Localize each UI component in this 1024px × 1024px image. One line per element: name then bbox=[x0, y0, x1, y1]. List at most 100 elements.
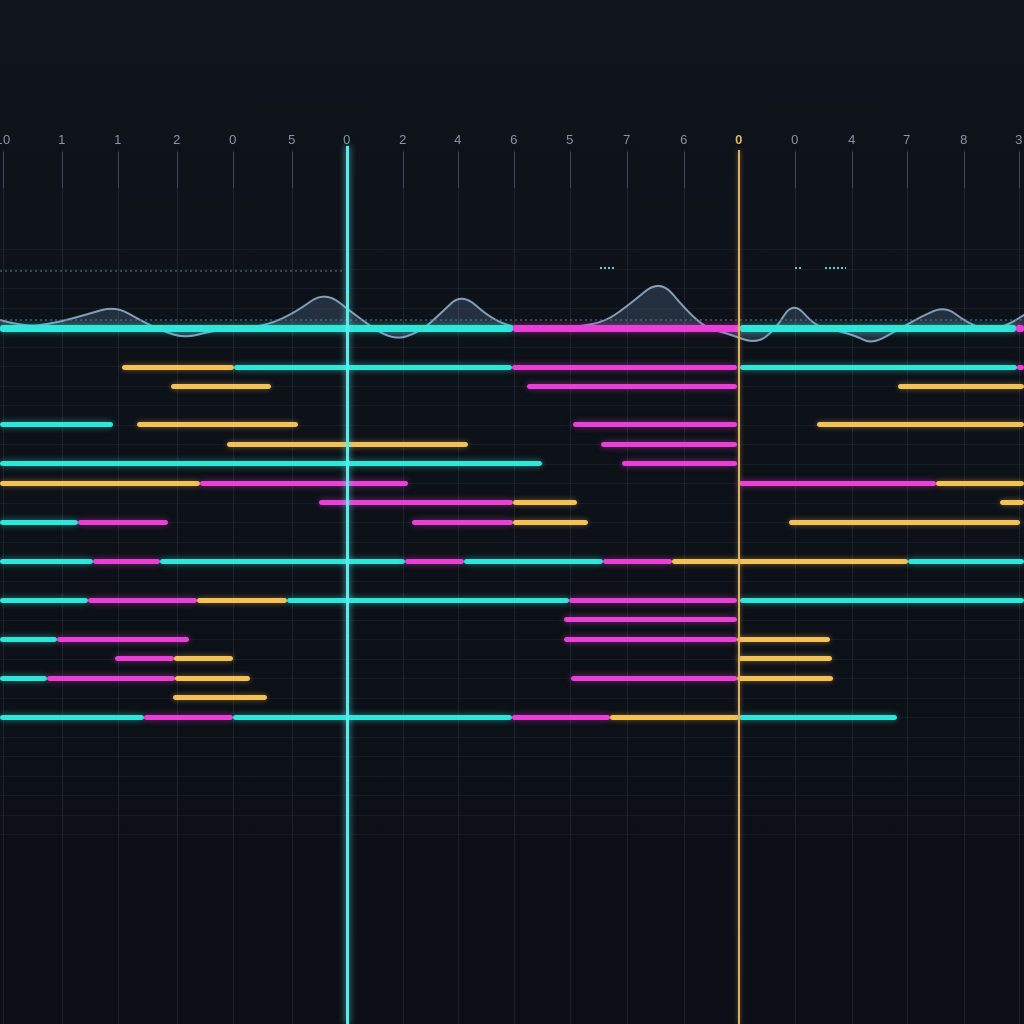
ruler-tick-label: 2 bbox=[399, 132, 407, 147]
grid-row-line bbox=[0, 697, 1024, 699]
note-bar[interactable] bbox=[0, 480, 200, 486]
ruler-tick-label: 0 bbox=[343, 132, 351, 147]
note-bar[interactable] bbox=[464, 558, 603, 564]
note-bar[interactable] bbox=[789, 519, 1020, 525]
note-bar[interactable] bbox=[737, 636, 830, 642]
note-bar[interactable] bbox=[412, 519, 513, 525]
note-bar[interactable] bbox=[174, 655, 233, 661]
ruler-tick bbox=[62, 152, 63, 188]
grid-row-line bbox=[0, 619, 1024, 621]
grid-row-line bbox=[0, 385, 1024, 387]
note-bar[interactable] bbox=[115, 655, 174, 661]
grid-row-line bbox=[0, 405, 1024, 406]
grid-row-line bbox=[0, 249, 1024, 250]
ruler-tick-label: 4 bbox=[454, 132, 462, 147]
note-bar[interactable] bbox=[0, 519, 78, 525]
note-bar[interactable] bbox=[175, 675, 250, 681]
note-bar[interactable] bbox=[513, 499, 577, 505]
note-bar[interactable] bbox=[569, 597, 737, 603]
note-bar[interactable] bbox=[0, 636, 57, 642]
note-bar[interactable] bbox=[1016, 324, 1024, 332]
ruler-tick-label: 10 bbox=[0, 132, 11, 147]
note-bar[interactable] bbox=[144, 714, 233, 720]
note-bar[interactable] bbox=[513, 324, 740, 332]
ruler-tick bbox=[514, 152, 515, 188]
note-bar[interactable] bbox=[601, 441, 737, 447]
note-bar[interactable] bbox=[405, 558, 464, 564]
note-bar[interactable] bbox=[319, 499, 513, 505]
note-bar[interactable] bbox=[737, 675, 833, 681]
note-bar[interactable] bbox=[622, 460, 737, 466]
note-bar[interactable] bbox=[200, 480, 408, 486]
grid-row-line bbox=[0, 307, 1024, 309]
ruler-tick bbox=[570, 152, 571, 188]
ruler-tick-label: 6 bbox=[510, 132, 518, 147]
note-bar[interactable] bbox=[740, 597, 1024, 603]
grid-column-line bbox=[177, 150, 178, 1024]
marker-line[interactable] bbox=[738, 150, 740, 1024]
note-bar[interactable] bbox=[1017, 364, 1024, 370]
note-bar[interactable] bbox=[610, 714, 739, 720]
note-bar[interactable] bbox=[817, 421, 1024, 427]
note-bar[interactable] bbox=[197, 597, 287, 603]
note-bar[interactable] bbox=[78, 519, 168, 525]
ruler-tick bbox=[907, 152, 908, 188]
note-bar[interactable] bbox=[171, 383, 271, 389]
note-bar[interactable] bbox=[527, 383, 737, 389]
note-bar[interactable] bbox=[137, 421, 298, 427]
note-bar[interactable] bbox=[88, 597, 197, 603]
note-bar[interactable] bbox=[233, 714, 512, 720]
note-bar[interactable] bbox=[47, 675, 175, 681]
note-bar[interactable] bbox=[936, 480, 1024, 486]
note-bar[interactable] bbox=[0, 324, 513, 332]
ruler-tick-label: 0 bbox=[735, 132, 743, 147]
note-bar[interactable] bbox=[513, 519, 588, 525]
note-bar[interactable] bbox=[739, 714, 897, 720]
note-bar[interactable] bbox=[234, 364, 512, 370]
ruler-tick-label: 4 bbox=[848, 132, 856, 147]
note-bar[interactable] bbox=[0, 675, 47, 681]
note-bar[interactable] bbox=[1000, 499, 1024, 505]
note-bar[interactable] bbox=[564, 636, 737, 642]
note-bar[interactable] bbox=[57, 636, 189, 642]
grid-row-line bbox=[0, 756, 1024, 757]
note-bar[interactable] bbox=[173, 694, 267, 700]
note-bar[interactable] bbox=[564, 616, 737, 622]
tick-dots bbox=[600, 267, 615, 269]
ruler-tick-label: 1 bbox=[114, 132, 122, 147]
note-bar[interactable] bbox=[603, 558, 672, 564]
ruler-tick-label: 2 bbox=[173, 132, 181, 147]
note-bar[interactable] bbox=[0, 714, 144, 720]
note-bar[interactable] bbox=[287, 597, 569, 603]
note-bar[interactable] bbox=[898, 383, 1024, 389]
note-bar[interactable] bbox=[0, 421, 113, 427]
note-bar[interactable] bbox=[93, 558, 160, 564]
ruler-tick bbox=[795, 152, 796, 188]
note-bar[interactable] bbox=[0, 558, 93, 564]
note-bar[interactable] bbox=[738, 655, 832, 661]
note-bar[interactable] bbox=[908, 558, 1024, 564]
grid-column-line bbox=[458, 150, 459, 1024]
note-bar[interactable] bbox=[571, 675, 737, 681]
grid-column-line bbox=[684, 150, 685, 1024]
note-bar[interactable] bbox=[672, 558, 908, 564]
dotted-guide-lower bbox=[0, 319, 1024, 321]
note-bar[interactable] bbox=[739, 480, 936, 486]
grid-column-line bbox=[514, 150, 515, 1024]
note-bar[interactable] bbox=[512, 714, 610, 720]
note-bar[interactable] bbox=[160, 558, 405, 564]
note-bar[interactable] bbox=[0, 597, 88, 603]
note-bar[interactable] bbox=[122, 364, 234, 370]
note-bar[interactable] bbox=[740, 324, 1016, 332]
grid-row-line bbox=[0, 814, 1024, 816]
note-bar[interactable] bbox=[512, 364, 737, 370]
note-bar[interactable] bbox=[573, 421, 737, 427]
ruler-tick bbox=[118, 152, 119, 188]
ruler-tick bbox=[627, 152, 628, 188]
ruler-tick-label: 0 bbox=[229, 132, 237, 147]
grid-column-line bbox=[3, 150, 4, 1024]
playhead-line[interactable] bbox=[346, 146, 349, 1024]
note-bar[interactable] bbox=[740, 364, 1017, 370]
note-bar[interactable] bbox=[0, 460, 542, 466]
